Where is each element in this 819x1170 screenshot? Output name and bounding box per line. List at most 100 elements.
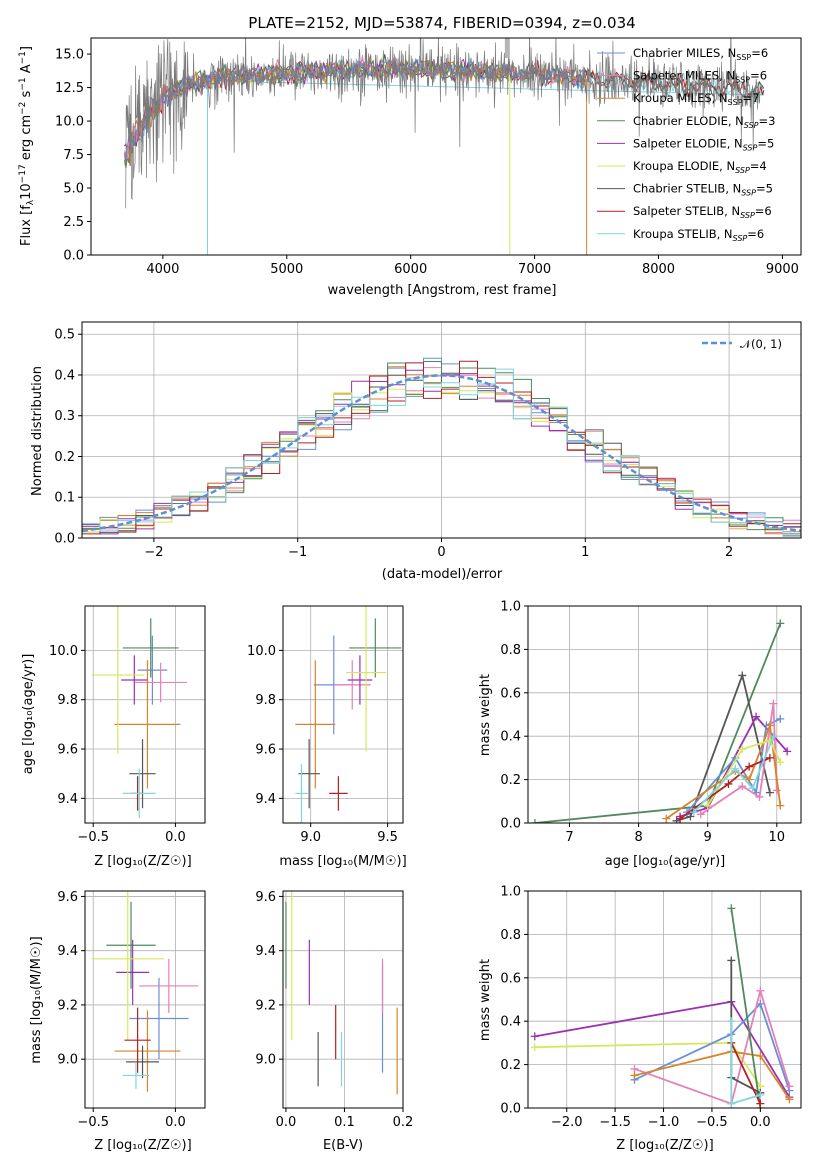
errorbar-salpeter-elodie: [121, 655, 148, 705]
x-tick-label: 9.0: [300, 830, 321, 845]
normed-distribution-axis-label: Normed distribution: [30, 366, 45, 496]
weight-marker: [530, 1032, 539, 1041]
legend-entry: Kroupa MILES, NSSP=7: [633, 91, 759, 107]
histogram-legend: 𝒩(0, 1): [702, 337, 782, 351]
metallicity-mass-panel: −0.5 0.0 9.0 9.2 9.4 9.6: [57, 890, 206, 1130]
x-tick-label: −2: [144, 545, 163, 560]
axes-frame: [81, 321, 802, 539]
weight-marker: [769, 732, 778, 741]
weight-marker: [696, 810, 705, 819]
histogram-lines: [82, 357, 801, 537]
ebv-axis-label: E(B-V): [323, 1138, 363, 1153]
y-tick-label: 9.4: [255, 944, 276, 959]
weight-marker: [724, 779, 733, 788]
metallicity-massweight-panel: −2.0 −1.5 −1.0 −0.5 0.0 0.0 0.2 0.4 0.6 0.8 1.0: [500, 885, 802, 1130]
y-tick-label: 0.8: [500, 928, 521, 943]
x-tick-label: 1: [581, 545, 589, 560]
x-tick-label: −1: [288, 545, 307, 560]
x-tick-label: 6000: [394, 262, 427, 277]
y-tick-label: 12.5: [55, 81, 84, 96]
weight-marker: [727, 956, 736, 965]
errorbar-chabrier-elodie: [349, 618, 402, 678]
axes-frame: [527, 605, 802, 824]
errorbar-chabrier-stelib: [126, 1045, 159, 1079]
errorbar-salpeter-miles: [134, 662, 187, 703]
y-tick-label: 0.2: [54, 450, 75, 465]
errorbar-salpeter-stelib: [124, 1007, 151, 1073]
weight-marker: [785, 1082, 794, 1091]
errorbar-kroupa-elodie: [91, 606, 145, 754]
weight-line-salpeter-miles: [634, 987, 791, 1105]
axes-frame: [84, 890, 206, 1109]
y-tick-label: 9.0: [57, 1053, 78, 1068]
errorbar-kroupa-elodie: [91, 891, 164, 1041]
weight-marker: [776, 714, 785, 723]
weight-marker: [765, 753, 774, 762]
spectrum-lines: [124, 38, 765, 255]
legend-entry: Chabrier STELIB, NSSP=5: [633, 182, 773, 198]
weight-marker: [676, 814, 685, 823]
age-massweight-panel: 7 8 9 10 0.0 0.2 0.4 0.6 0.8 1.0: [500, 600, 802, 845]
metallicity-axis-label-bottom: Z [log₁₀(Z/Z☉)]: [94, 1138, 191, 1153]
x-tick-label: 9000: [766, 262, 799, 277]
y-tick-label: 9.6: [57, 890, 78, 905]
errorbar-kroupa-elodie: [346, 606, 387, 752]
legend-entry: Salpeter ELODIE, NSSP=5: [633, 136, 774, 152]
main-title: PLATE=2152, MJD=53874, FIBERID=0394, z=0…: [248, 14, 635, 32]
weight-marker: [776, 758, 785, 767]
errorbar-points: [285, 891, 398, 1095]
y-tick-label: 9.8: [255, 693, 276, 708]
x-tick-label: 0.0: [165, 830, 186, 845]
weight-marker: [745, 775, 754, 784]
x-tick-label: 2: [725, 545, 733, 560]
weight-line-chabrier-miles: [634, 1002, 791, 1091]
errorbar-chabrier-miles: [137, 635, 168, 705]
x-tick-label: 9.5: [377, 830, 398, 845]
y-tick-label: 1.0: [500, 600, 521, 615]
weight-marker: [738, 782, 747, 791]
errorbar-kroupa-stelib: [122, 1061, 150, 1090]
weight-marker: [756, 1099, 765, 1108]
weight-marker: [776, 801, 785, 810]
y-tick-label: 0.2: [500, 773, 521, 788]
x-tick-label: 5000: [270, 262, 303, 277]
weight-line-kroupa-elodie: [706, 739, 782, 807]
weight-marker: [756, 1090, 765, 1099]
spectrum-panel: 4000 5000 6000 7000 8000 9000 0.0 2.5 5.0 7.5 10.0…: [55, 37, 802, 277]
age-axis-label-right: age [log₁₀(age/yr)]: [605, 854, 726, 869]
weight-line-salpeter-stelib: [730, 1042, 762, 1105]
errorbar-salpeter-elodie: [347, 655, 373, 705]
y-tick-label: 0.0: [500, 1102, 521, 1117]
y-tick-label: 10.0: [247, 644, 276, 659]
errorbar-points: [91, 606, 187, 819]
age-axis-label: age [log₁₀(age/yr)]: [21, 654, 36, 775]
normal-reference-curve: [82, 374, 801, 533]
mass-axis-label-left: mass [log₁₀(M/M☉)]: [29, 936, 44, 1063]
errorbar-chabrier-miles: [129, 977, 189, 1060]
y-tick-label: 10.0: [49, 644, 78, 659]
errorbar-kroupa-stelib: [295, 763, 308, 823]
legend-entry: Salpeter MILES, NSSP=6: [633, 69, 767, 85]
legend-entry: Chabrier ELODIE, NSSP=3: [633, 114, 775, 130]
weight-marker: [530, 1043, 539, 1052]
weight-marker: [630, 1071, 639, 1080]
y-tick-label: 0.0: [63, 249, 84, 264]
y-tick-label: 9.8: [57, 693, 78, 708]
x-tick-label: 0.0: [276, 1115, 297, 1130]
y-tick-label: 0.5: [54, 328, 75, 343]
errorbar-salpeter-miles: [333, 660, 371, 710]
axes-frame: [84, 605, 206, 824]
normal-distribution-legend-label: 𝒩(0, 1): [740, 337, 782, 351]
weight-marker: [752, 712, 761, 721]
y-tick-label: 15.0: [55, 48, 84, 63]
weight-marker: [731, 764, 740, 773]
weight-marker: [727, 1099, 736, 1108]
y-tick-label: 9.6: [255, 743, 276, 758]
errorbar-chabrier-stelib: [129, 739, 156, 809]
weight-marker: [738, 745, 747, 754]
legend-entry: Chabrier MILES, NSSP=6: [633, 46, 768, 62]
weight-marker: [756, 1051, 765, 1060]
metallicity-axis-label: Z [log₁₀(Z/Z☉)]: [94, 854, 191, 869]
y-tick-label: 9.4: [255, 792, 276, 807]
